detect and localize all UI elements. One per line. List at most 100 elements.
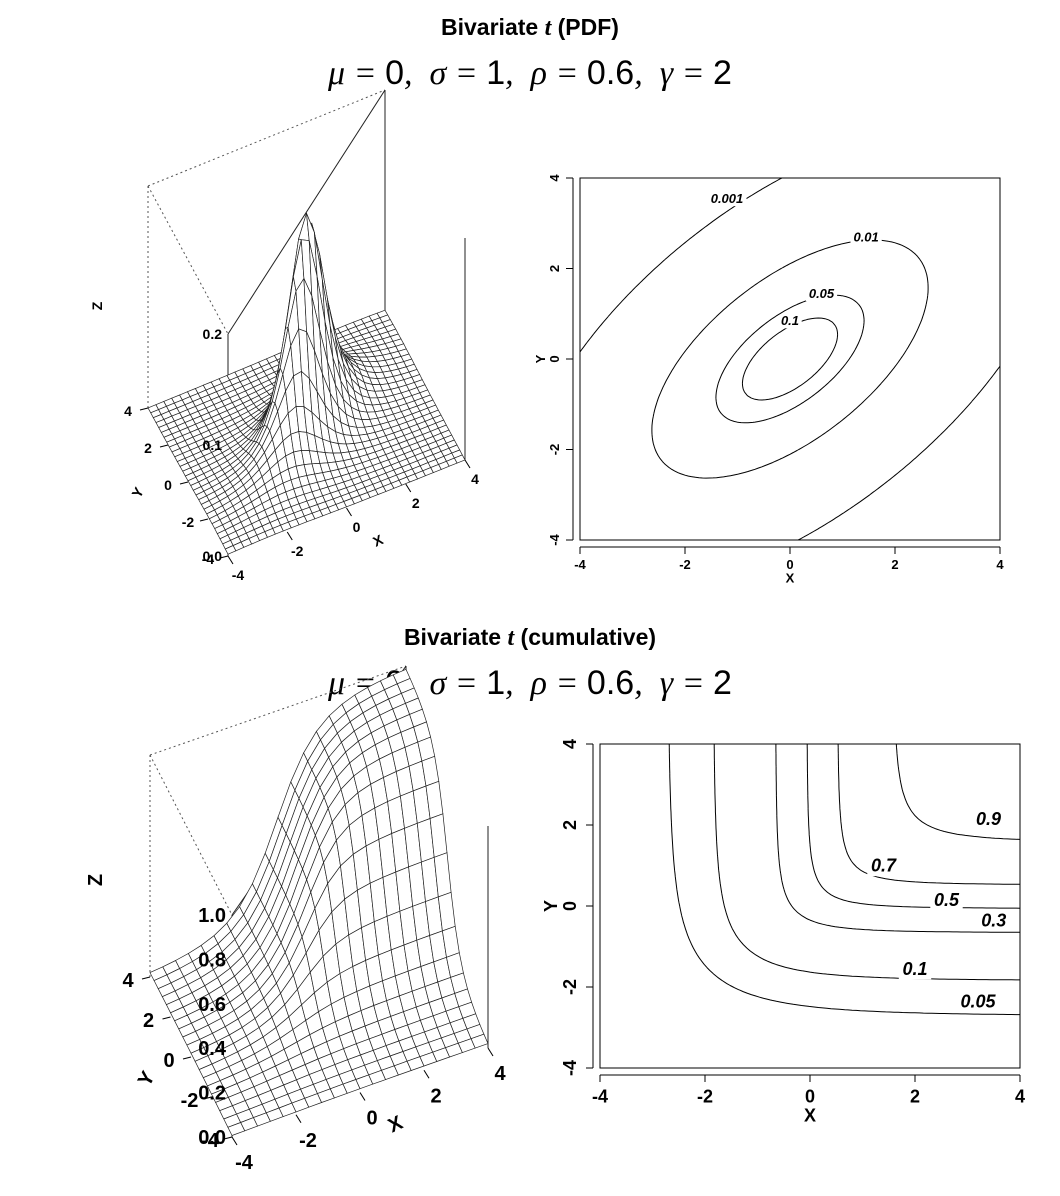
pdf-contour-y-tick-label: 4 [547, 174, 562, 182]
pdf-surface-z-tick-label: 0.1 [203, 437, 223, 453]
pdf-surface-x-tick-label: 4 [471, 471, 479, 487]
cdf-surface-y-tick [162, 1016, 171, 1020]
pdf-surface-y-tick-label: -4 [202, 551, 215, 567]
cdf-surface-x-tick [423, 1069, 430, 1079]
pdf-surface-x-tick [346, 507, 352, 517]
cdf-contour-y-tick-label: -4 [560, 1060, 580, 1076]
cdf-contour-y-tick-label: -2 [560, 979, 580, 995]
cdf-contour-y-tick-label: 2 [560, 820, 580, 830]
pdf-contour-group [566, 177, 1001, 554]
cdf-surface-z-tick-label: 0.0 [198, 1127, 226, 1149]
cdf-contour-contour-label-bg [956, 993, 1000, 1012]
cdf-surface-z-axis-label: Z [85, 874, 107, 886]
pdf-contour-x-tick-label: -4 [574, 557, 586, 572]
cdf-surface-y-tick [182, 1056, 192, 1060]
pdf-surface-mesh [147, 211, 466, 555]
cdf-surface-y-tick-label: 4 [122, 970, 134, 992]
cdf-contour-contour-line [668, 743, 1020, 1016]
pdf-surface-y-tick [179, 481, 189, 485]
cdf-contour-contour-label-bg [898, 961, 932, 980]
pdf-surface-x-tick-label: 2 [412, 495, 420, 511]
cdf-surface-x-tick [295, 1114, 302, 1124]
pdf-contour-y-tick-label: 2 [547, 265, 562, 272]
pdf-contour-contour-line [579, 177, 1001, 541]
pdf-contour-y-axis-label: Y [533, 354, 548, 363]
pdf-contour-x-tick-label: 0 [786, 557, 793, 572]
cdf-contour-x-tick-label: 2 [910, 1087, 920, 1107]
cdf-surface-mesh-cell [470, 1033, 489, 1049]
pdf-contour-x-tick-label: -2 [679, 557, 691, 572]
cdf-contour-contour-line [895, 743, 1021, 840]
pdf-surface-mesh-cell [453, 454, 466, 464]
cdf-contour-group [586, 743, 1021, 1082]
cdf-contour-y-axis-label: Y [541, 900, 561, 912]
pdf-surface-box-top-front [227, 89, 386, 335]
cdf-contour-x-tick-label: -2 [697, 1087, 713, 1107]
cdf-contour-contour-label-bg [867, 858, 900, 877]
pdf-contour-contour-label: 0.05 [809, 286, 835, 301]
pdf-surface-y-tick-label: 4 [124, 403, 132, 419]
pdf-contour-y-tick-label: 0 [547, 355, 562, 362]
pdf-surface-x-tick-label: -4 [232, 567, 245, 583]
cdf-surface-z-tick-label: 0.2 [198, 1083, 226, 1105]
pdf-surface-x-tick [464, 459, 471, 469]
cdf-surface-x-tick [231, 1136, 238, 1146]
pdf-contour-x-tick-label: 2 [891, 557, 898, 572]
cdf-contour-x-axis-label: X [804, 1106, 816, 1126]
pdf-surface-x-tick [227, 555, 234, 565]
cdf-contour-contour-label: 0.3 [981, 910, 1006, 930]
cdf-surface-y-tick-label: -4 [201, 1130, 220, 1152]
pdf-contour-contour-label: 0.01 [853, 229, 878, 244]
cdf-contour-contour-line [806, 744, 1021, 909]
pdf-contour-contour-label-bg [707, 193, 747, 207]
cdf-surface-z-tick-label: 0.4 [198, 1038, 227, 1060]
cdf-surface-mesh [149, 668, 489, 1136]
pdf-surface-x-tick [286, 531, 293, 541]
cdf-surface-x-tick-label: 2 [430, 1085, 441, 1107]
cdf-contour-contour-line [775, 744, 1020, 933]
pdf-surface-box-top-back [147, 89, 386, 187]
cdf-surface-box-top-left [149, 754, 233, 916]
cdf-surface-z-tick-label: 0.8 [198, 949, 226, 971]
pdf-surface-y-tick-label: 2 [144, 440, 152, 456]
cdf-contour-contour-label-bg [977, 912, 1010, 931]
pdf-contour-y-tick-label: -2 [547, 444, 562, 456]
pdf-contour-x-axis-label: X [786, 571, 795, 586]
pdf-surface-y-tick [219, 555, 229, 559]
pdf-surface-z-tick-label: 0.2 [203, 326, 223, 342]
pdf-contour-contour-label: 0.1 [781, 313, 799, 328]
cdf-contour-y-tick-label: 0 [560, 901, 580, 911]
cdf-surface-y-axis-label: Y [134, 1067, 160, 1090]
cdf-surface-y-tick [141, 976, 151, 980]
pdf-surface-y-tick [199, 518, 209, 522]
cdf-contour-x-tick-label: 0 [805, 1087, 815, 1107]
cdf-surface-box-top-back [149, 665, 407, 756]
cdf-contour-contour-label: 0.1 [902, 959, 927, 979]
pdf-params: μ = 0, σ = 1, ρ = 0.6, γ = 2 [328, 54, 732, 92]
pdf-surface-x-tick [405, 483, 412, 493]
pdf-contour-x-tick-label: 4 [996, 557, 1004, 572]
cdf-surface-y-tick-label: 0 [163, 1050, 174, 1072]
pdf-surface-group [147, 89, 466, 556]
cdf-surface-x-tick [359, 1092, 366, 1101]
pdf-contour-y-tick-label: -4 [547, 533, 562, 545]
cdf-contour-x-tick-label: -4 [592, 1087, 608, 1107]
cdf-surface-z-tick-label: 0.6 [198, 994, 226, 1016]
cdf-surface-x-tick-label: -2 [299, 1130, 317, 1152]
pdf-contour-contour-label: 0.001 [711, 191, 744, 206]
cdf-surface-z-tick-label: 1.0 [198, 905, 226, 927]
cdf-contour-contour-line [713, 744, 1020, 981]
cdf-surface-y-tick [203, 1096, 212, 1100]
cdf-contour-contour-label: 0.7 [871, 856, 897, 876]
cdf-contour-contour-label: 0.9 [976, 809, 1001, 829]
cdf-surface-y-tick-label: -2 [181, 1090, 199, 1112]
cdf-surface-y-tick-label: 2 [143, 1010, 154, 1032]
pdf-title: Bivariate t (PDF) [441, 14, 619, 41]
pdf-contour-contour-label-bg [805, 288, 838, 302]
pdf-surface-x-axis-label: X [370, 531, 386, 550]
pdf-surface-x-tick-label: 0 [353, 519, 361, 535]
pdf-contour-contour-line [651, 239, 929, 479]
pdf-surface-z-tick-label: 0.0 [203, 548, 223, 564]
pdf-surface-z-axis-label: Z [89, 301, 105, 310]
